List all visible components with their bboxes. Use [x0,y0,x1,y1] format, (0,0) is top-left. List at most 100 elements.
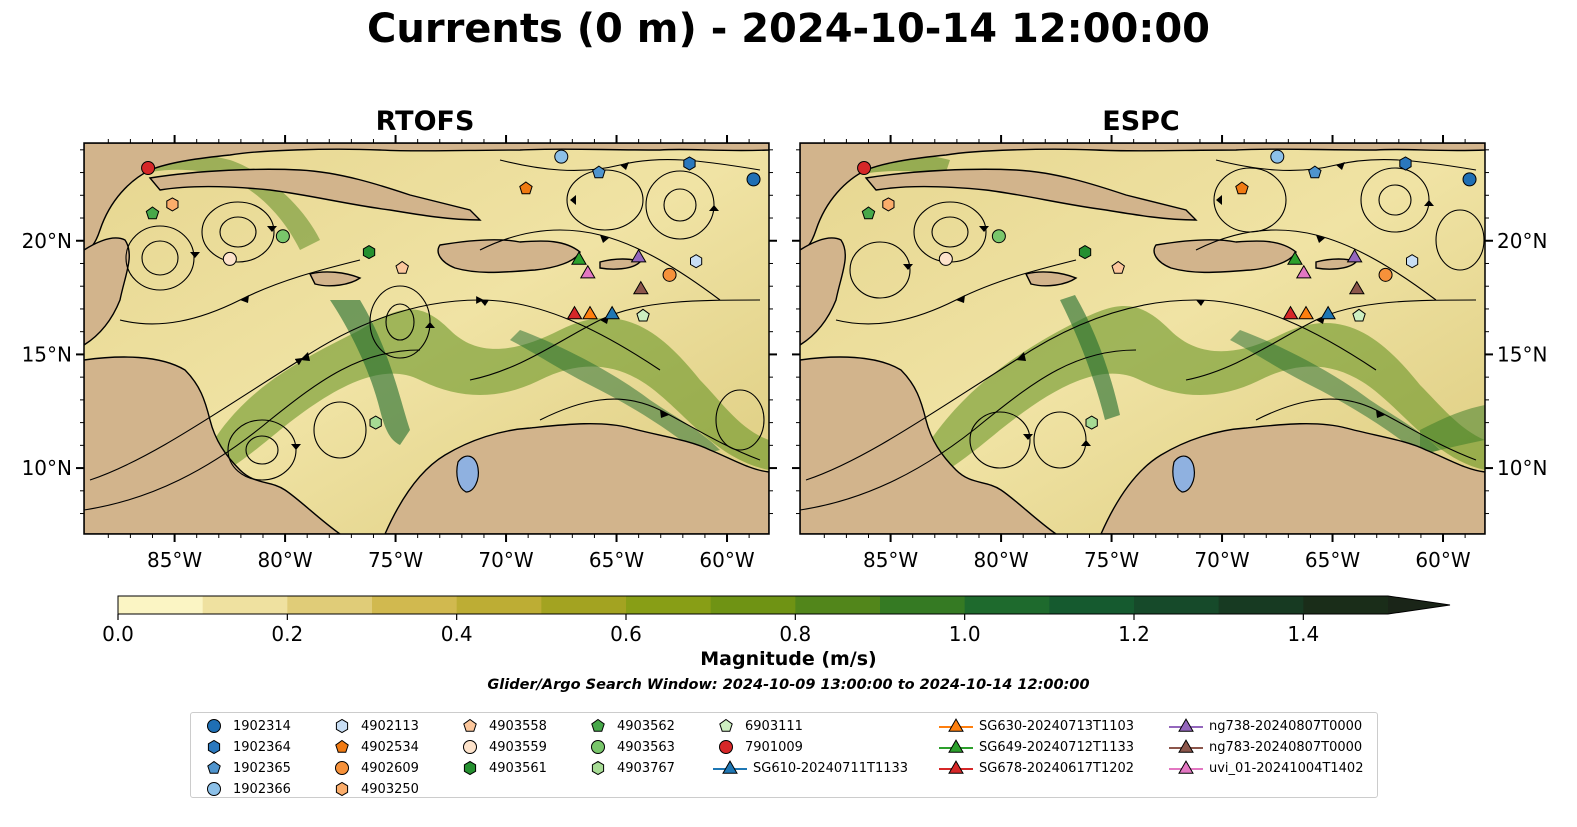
search-window-caption: Glider/Argo Search Window: 2024-10-09 13… [487,677,1090,693]
observation-marker-4902534 [519,181,533,195]
observation-marker-1902314 [1462,172,1477,187]
central-america [800,356,1058,534]
observation-marker-4903559 [938,251,953,266]
lat-tick-label: 15°N [22,342,72,366]
lon-tick-label: 65°W [589,548,644,572]
circle-marker-icon [719,740,733,754]
jamaica-island [1024,271,1078,287]
pentagon-marker-icon [463,718,477,732]
lake-maracaibo [1172,455,1195,493]
observation-marker-1902366 [554,149,569,164]
legend-item: 4903561 [457,758,547,778]
lon-tick-label: 80°W [257,548,312,572]
lat-tick-label: 20°N [1497,229,1547,253]
triangle-marker-icon [713,760,747,774]
lon-tick-label: 70°W [1194,548,1249,572]
colorbar-tick-label: 0.2 [271,622,303,644]
legend-item: ng783-20240807T0000 [1169,737,1362,757]
streamlines [84,159,765,511]
circle-marker-icon [335,761,349,775]
colorbar-tick-label: 0.6 [610,622,642,644]
panel-title-espc: ESPC [1102,106,1180,137]
map-panels: 85°W 80°W 75°W 70°W 65°W 60°W 10°N 15°N 20°N 85°W… [22,135,1547,572]
pentagon-marker-icon [207,760,221,774]
observation-marker-4903559 [222,251,237,266]
lat-tick-label: 10°N [22,456,72,480]
legend-marker [207,719,221,733]
figure-title: Currents (0 m) - 2024-10-14 12:00:00 [367,6,1210,52]
legend-item: 4903559 [457,737,547,757]
observation-marker-SG649-20240712T1133 [571,251,587,265]
observation-marker-ng783-20240807T0000 [632,280,649,295]
yucatan-peninsula [84,237,130,346]
colorbar-segment [626,596,712,614]
colorbar-label: Magnitude (m/s) [700,648,877,670]
observation-marker-ng738-20240807T0000 [630,248,647,263]
observation-markers-rtofs [141,149,761,430]
hispaniola-island [1153,239,1297,274]
legend-label: 4903558 [489,718,547,734]
hispaniola-island [437,239,581,274]
legend-item: 4903250 [329,779,419,799]
legend-marker [463,760,477,776]
legend-label: 4903563 [617,739,675,755]
colorbar-segment [1218,596,1304,614]
hexagon-marker-icon [591,760,605,776]
legend-marker [948,739,964,753]
colorbar-tick-label: 1.2 [1118,622,1150,644]
legend-label: SG610-20240711T1133 [753,760,909,776]
legend-marker [207,760,221,774]
observation-marker-SG630-20240713T1103 [582,305,598,320]
lake-maracaibo [456,455,479,493]
colorbar-tick-label: 1.0 [949,622,981,644]
jamaica-island [308,271,362,287]
legend-item: 6903111 [713,716,803,736]
legend-marker [719,740,733,754]
legend-item: SG649-20240712T1133 [939,737,1134,757]
observation-marker-ng783-20240807T0000 [1348,280,1365,295]
observation-marker-6903111 [636,308,650,322]
lon-tick-label: 75°W [1084,548,1139,572]
legend-label: SG649-20240712T1133 [979,739,1135,755]
legend: 1902314 1902364 1902365 1902366 4902113 49025… [190,712,1378,798]
lat-tick-label: 15°N [1497,342,1547,366]
circle-marker-icon [207,782,221,796]
colorbar-segment [202,596,288,614]
north-america-coast [84,143,769,251]
legend-label: 7901009 [745,739,803,755]
streamline-arrows [903,162,1434,446]
legend-label: 4903250 [361,781,419,797]
legend-label: 1902366 [233,781,291,797]
legend-label: 4903562 [617,718,675,734]
legend-label: ng783-20240807T0000 [1209,739,1363,755]
observation-marker-4903250 [882,197,895,212]
colorbar-segment [456,596,542,614]
observation-marker-SG610-20240711T1133 [604,305,620,320]
lon-tick-label: 85°W [863,548,918,572]
observation-marker-SG678-20240617T1202 [1282,305,1299,320]
hexagon-marker-icon [463,760,477,776]
observation-marker-6903111 [1352,308,1366,322]
observation-marker-SG678-20240617T1202 [566,305,583,320]
circle-marker-icon [207,719,221,733]
panel-title-rtofs: RTOFS [375,106,475,137]
legend-label: 1902364 [233,739,291,755]
observation-markers-espc [857,149,1477,430]
lon-tick-label: 85°W [147,548,202,572]
legend-item: uvi_01-20241004T1402 [1169,758,1363,778]
cuba-island [148,168,482,221]
observation-marker-7901009 [857,161,872,176]
lon-tick-label: 70°W [478,548,533,572]
lakes [456,455,479,493]
hexagon-marker-icon [207,739,221,755]
colorbar-segment [287,596,373,614]
observation-marker-1902314 [746,172,761,187]
lakes [1172,455,1195,493]
pentagon-marker-icon [719,718,733,732]
observation-marker-SG630-20240713T1103 [1298,305,1314,320]
legend-marker [463,740,477,754]
legend-label: 4902609 [361,760,419,776]
colorbar-segment [710,596,796,614]
legend-label: 4902534 [361,739,419,755]
lat-tick-label: 10°N [1497,456,1547,480]
